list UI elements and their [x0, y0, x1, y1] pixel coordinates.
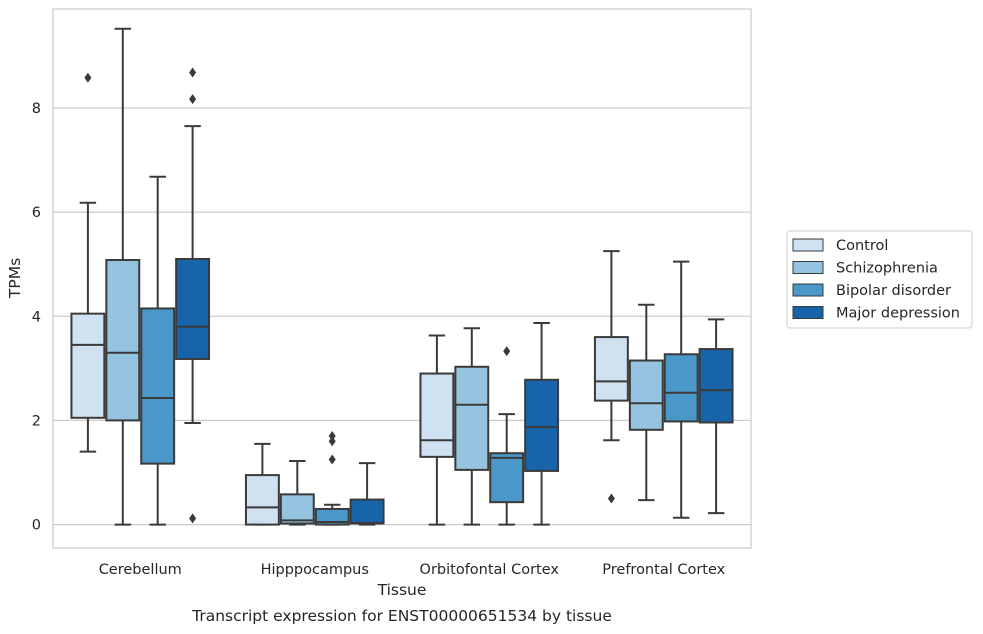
box-major-depression: [698, 318, 734, 515]
legend-swatch: [792, 283, 824, 297]
box-control: [593, 250, 629, 504]
legend-frame: [786, 230, 973, 329]
y-tick-label: 4: [32, 309, 41, 325]
iqr-box: [663, 353, 699, 423]
box-major-depression: [349, 462, 385, 526]
x-tick-labels: Cerebellum Hipppocampus Orbitofontal Corte…: [99, 562, 726, 578]
y-tick-label: 2: [32, 413, 41, 429]
x-axis-label: Tissue: [377, 581, 427, 599]
iqr-box: [593, 336, 629, 402]
iqr-box: [175, 257, 211, 360]
outlier-point: [189, 513, 197, 524]
legend-label: Control: [836, 238, 888, 254]
box-groups: [70, 27, 734, 526]
iqr-box: [698, 348, 734, 424]
legend: Control Schizophrenia Bipolar disorder Majo…: [786, 230, 973, 329]
box-control: [419, 334, 455, 526]
plot-frame: [52, 8, 752, 549]
outlier-point: [189, 67, 197, 78]
iqr-box: [349, 498, 385, 525]
x-tick-label: Orbitofontal Cortex: [420, 562, 560, 578]
box-control: [244, 442, 280, 526]
box-bipolar-disorder: [314, 431, 350, 526]
outlier-point: [328, 454, 336, 465]
legend-swatch: [792, 306, 824, 319]
box-schizophrenia: [454, 327, 490, 526]
box-bipolar-disorder: [140, 175, 176, 526]
box-major-depression: [175, 67, 211, 524]
x-tick-label: Prefrontal Cortex: [602, 562, 725, 578]
iqr-box: [314, 507, 350, 526]
iqr-box: [70, 312, 106, 419]
box-schizophrenia: [628, 303, 664, 502]
y-tick-labels: 0 2 4 6 8: [32, 101, 41, 534]
y-axis-label: TPMs: [6, 258, 24, 299]
legend-label: Major depression: [836, 306, 960, 322]
iqr-box: [419, 372, 455, 458]
legend-swatch: [792, 261, 824, 274]
iqr-box: [140, 307, 176, 465]
box-control: [70, 72, 106, 453]
iqr-box: [279, 493, 315, 525]
box-major-depression: [524, 322, 560, 526]
outlier-point: [503, 346, 511, 357]
legend-label: Schizophrenia: [836, 261, 938, 277]
outlier-point: [328, 436, 336, 447]
y-tick-label: 8: [32, 101, 41, 117]
box-schizophrenia: [279, 460, 315, 526]
box-bipolar-disorder: [489, 346, 525, 526]
iqr-box: [628, 359, 664, 431]
chart-caption: Transcript expression for ENST0000065153…: [191, 607, 612, 625]
x-tick-label: Hipppocampus: [261, 562, 369, 578]
y-tick-label: 0: [32, 518, 41, 534]
box-schizophrenia: [105, 27, 141, 526]
iqr-box: [454, 365, 490, 471]
legend-label: Bipolar disorder: [836, 283, 951, 299]
outlier-point: [189, 94, 197, 105]
iqr-box: [489, 452, 525, 504]
legend-swatch: [792, 238, 824, 252]
y-tick-label: 6: [32, 205, 41, 221]
iqr-box: [244, 474, 280, 526]
iqr-box: [105, 259, 141, 422]
outlier-point: [84, 72, 92, 83]
iqr-box: [524, 378, 560, 472]
box-bipolar-disorder: [663, 260, 699, 519]
x-tick-label: Cerebellum: [99, 562, 182, 578]
outlier-point: [607, 493, 615, 504]
outlier-point: [328, 431, 336, 442]
